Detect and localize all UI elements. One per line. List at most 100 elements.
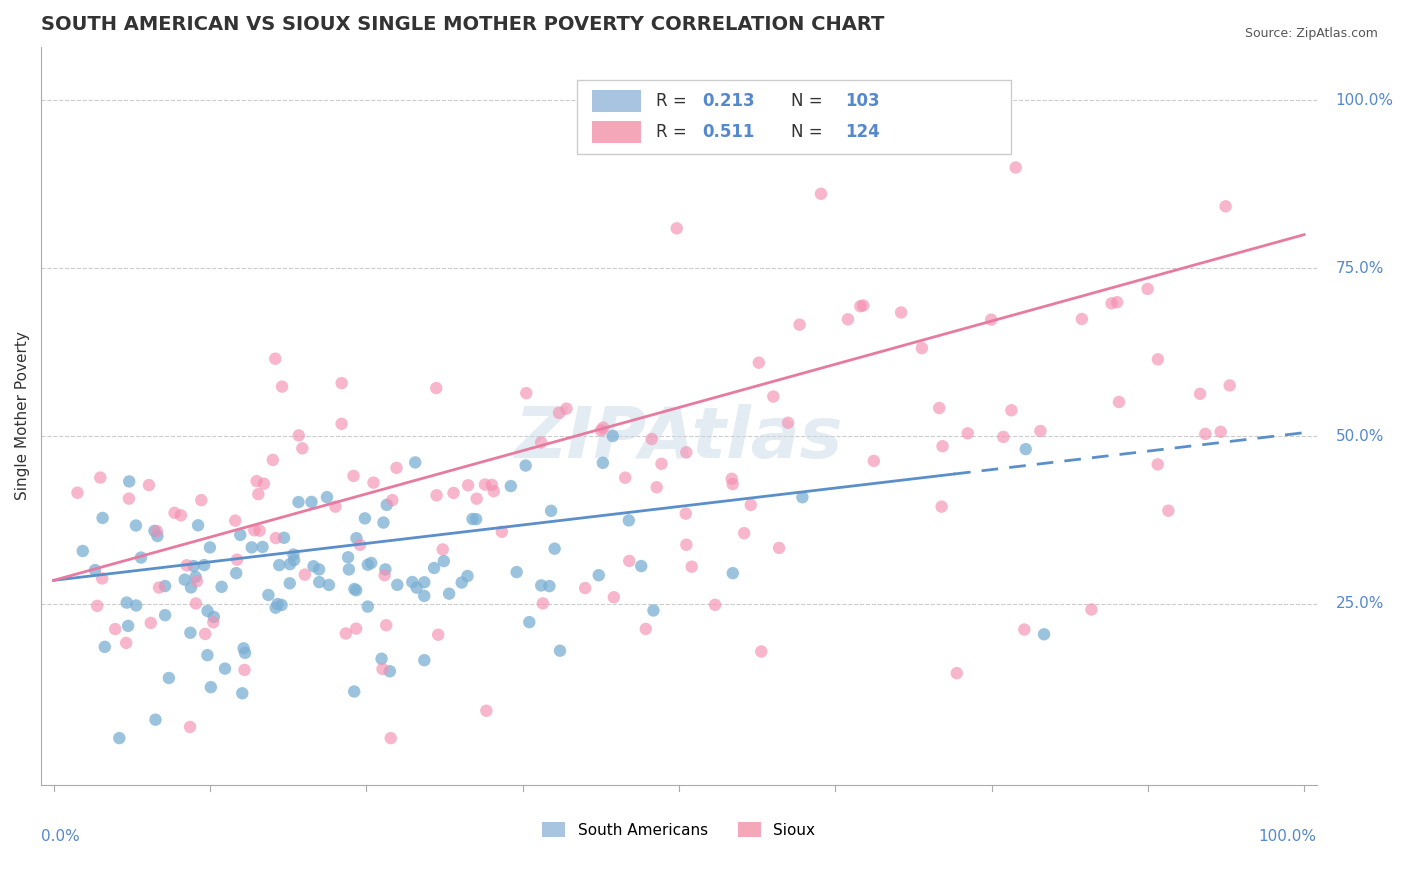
Point xyxy=(226,552,249,566)
Point xyxy=(482,484,505,499)
Text: Source: ZipAtlas.com: Source: ZipAtlas.com xyxy=(1244,27,1378,40)
Point xyxy=(945,666,967,681)
Point xyxy=(211,580,233,594)
Point xyxy=(200,680,222,694)
Point xyxy=(721,477,744,491)
Point xyxy=(465,512,488,526)
Point xyxy=(370,651,392,665)
Point xyxy=(344,531,367,545)
Point xyxy=(252,540,274,554)
Point xyxy=(330,376,353,390)
Point xyxy=(335,626,357,640)
Point xyxy=(413,589,436,603)
Point xyxy=(499,479,522,493)
Point xyxy=(225,566,247,581)
Point xyxy=(193,558,215,572)
Point xyxy=(1189,386,1212,401)
Point xyxy=(380,731,402,745)
Point xyxy=(187,518,209,533)
Text: N =: N = xyxy=(792,92,828,111)
Point xyxy=(650,457,672,471)
Point xyxy=(153,608,176,623)
Point xyxy=(264,531,287,545)
Point xyxy=(271,379,294,393)
Point xyxy=(118,491,141,506)
Point xyxy=(342,468,364,483)
Point xyxy=(378,665,401,679)
Point xyxy=(108,731,131,745)
Point xyxy=(1209,425,1232,439)
Point xyxy=(450,575,472,590)
Point xyxy=(592,420,614,434)
Point xyxy=(749,644,772,658)
Point xyxy=(308,575,330,590)
Point xyxy=(1108,395,1130,409)
Point xyxy=(143,524,166,538)
Point xyxy=(269,558,291,572)
Point xyxy=(592,456,614,470)
Point xyxy=(852,298,875,312)
Point xyxy=(928,401,950,415)
Point xyxy=(262,453,284,467)
Point xyxy=(619,554,641,568)
Point xyxy=(837,312,859,326)
Point xyxy=(231,686,253,700)
Point xyxy=(465,491,488,506)
Point xyxy=(115,636,138,650)
Point xyxy=(1107,295,1129,310)
Text: 0.213: 0.213 xyxy=(702,92,755,111)
Point xyxy=(264,600,287,615)
Point xyxy=(425,381,447,395)
Point xyxy=(643,603,665,617)
Point xyxy=(316,490,339,504)
Point xyxy=(375,498,398,512)
Point xyxy=(515,458,537,473)
Point xyxy=(548,644,571,658)
Point xyxy=(413,653,436,667)
Point xyxy=(1029,424,1052,438)
Text: 50.0%: 50.0% xyxy=(1336,428,1384,443)
Point xyxy=(357,599,380,614)
Text: ZIPAtlas: ZIPAtlas xyxy=(515,403,844,473)
Point xyxy=(849,299,872,313)
Point xyxy=(481,478,503,492)
Point xyxy=(1219,378,1241,392)
Point xyxy=(198,541,221,555)
Point xyxy=(675,445,697,459)
Point xyxy=(117,619,139,633)
Point xyxy=(792,490,814,504)
Point xyxy=(423,561,446,575)
Text: R =: R = xyxy=(657,92,692,111)
Point xyxy=(72,544,94,558)
Point xyxy=(980,312,1002,326)
Point xyxy=(89,470,111,484)
Point xyxy=(993,430,1015,444)
Point xyxy=(229,528,252,542)
Point xyxy=(363,475,385,490)
Point xyxy=(1136,282,1159,296)
Point xyxy=(375,618,398,632)
Point xyxy=(253,476,276,491)
FancyBboxPatch shape xyxy=(592,90,641,112)
Point xyxy=(94,640,117,654)
Point xyxy=(374,562,396,576)
Point xyxy=(308,562,330,576)
Point xyxy=(1215,199,1237,213)
Point xyxy=(125,518,148,533)
Point xyxy=(270,598,292,612)
Legend: South Americans, Sioux: South Americans, Sioux xyxy=(536,815,821,844)
Point xyxy=(733,526,755,541)
Point xyxy=(1015,442,1038,456)
Point xyxy=(931,439,953,453)
Point xyxy=(665,221,688,235)
Point xyxy=(543,541,565,556)
Point xyxy=(515,386,537,401)
FancyBboxPatch shape xyxy=(592,121,641,144)
Point xyxy=(437,587,460,601)
Point xyxy=(202,610,225,624)
Point xyxy=(589,423,612,437)
Text: 25.0%: 25.0% xyxy=(1336,597,1384,611)
Text: 0.511: 0.511 xyxy=(702,123,754,141)
Point xyxy=(931,500,953,514)
Point xyxy=(337,550,360,565)
